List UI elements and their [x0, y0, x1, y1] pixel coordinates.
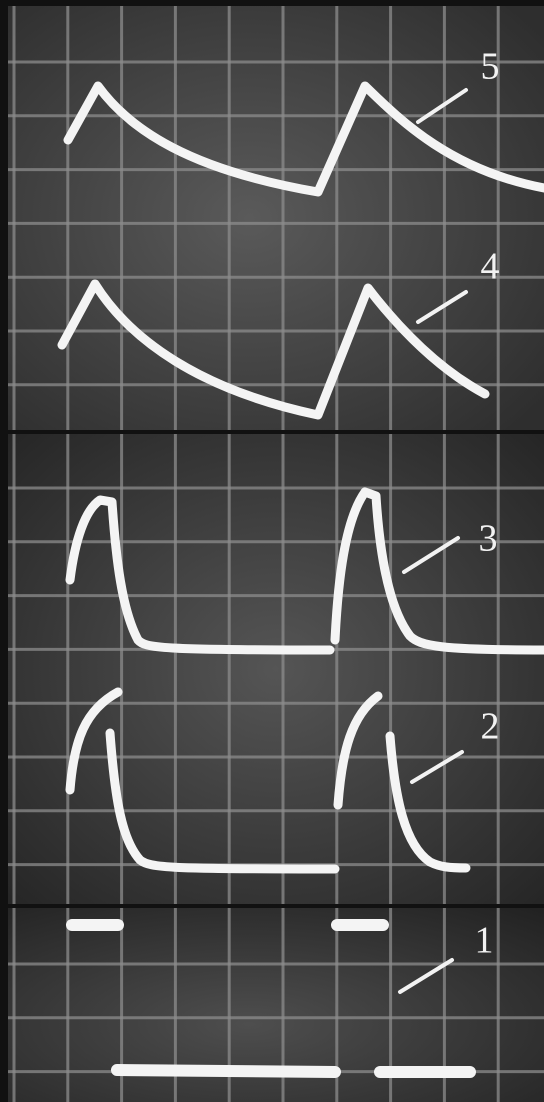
trace-label: 1: [475, 920, 494, 962]
trace-label: 5: [481, 46, 500, 88]
panel-middle: [8, 434, 544, 904]
trace-label: 4: [481, 246, 500, 288]
trace-label: 3: [479, 518, 498, 560]
page: {"traces": [ {"label": "5"}, {"label": "…: [0, 0, 544, 1102]
trace-label: 2: [481, 706, 500, 748]
oscilloscope-photo: 5 4 3 2 1: [0, 0, 544, 1102]
panel-top: [8, 6, 544, 430]
